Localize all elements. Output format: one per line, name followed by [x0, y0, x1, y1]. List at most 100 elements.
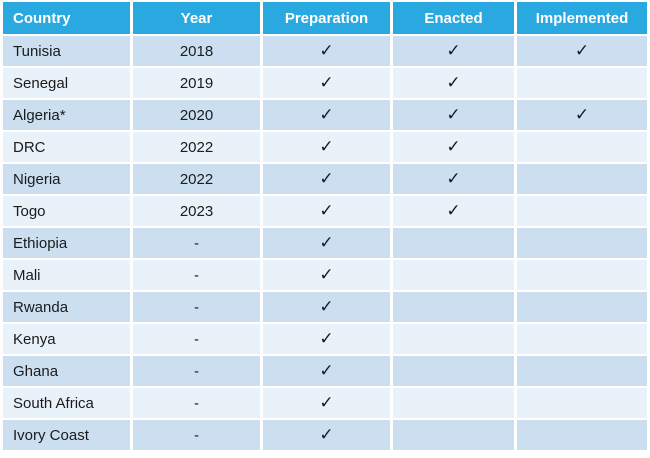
implemented-status-cell — [517, 132, 647, 162]
year-cell: - — [133, 388, 260, 418]
table-row-kenya: Kenya - ✓ — [3, 324, 647, 354]
preparation-status-cell: ✓ — [263, 388, 390, 418]
checkmark-icon: ✓ — [319, 329, 334, 348]
year-cell: 2022 — [133, 132, 260, 162]
checkmark-icon: ✓ — [574, 41, 590, 60]
country-cell: Ethiopia — [3, 228, 130, 258]
checkmark-icon: ✓ — [319, 41, 334, 60]
year-cell: - — [133, 420, 260, 450]
checkmark-icon: ✓ — [446, 137, 461, 156]
table-header: Country Year Preparation Enacted Implemented — [3, 2, 647, 34]
preparation-status-cell: ✓ — [263, 356, 390, 386]
table-row-togo: Togo 2023 ✓ ✓ — [3, 196, 647, 226]
year-cell: 2023 — [133, 196, 260, 226]
preparation-status-cell: ✓ — [263, 164, 390, 194]
column-header-preparation: Preparation — [263, 2, 390, 34]
table-row-drc: DRC 2022 ✓ ✓ — [3, 132, 647, 162]
year-cell: 2020 — [133, 100, 260, 130]
preparation-status-cell: ✓ — [263, 260, 390, 290]
table-row-rwanda: Rwanda - ✓ — [3, 292, 647, 322]
year-cell: - — [133, 228, 260, 258]
year-cell: 2022 — [133, 164, 260, 194]
column-header-implemented: Implemented — [517, 2, 647, 34]
implemented-status-cell: ✓ — [517, 36, 647, 66]
enacted-status-cell: ✓ — [393, 164, 514, 194]
country-cell: Ghana — [3, 356, 130, 386]
year-cell: - — [133, 356, 260, 386]
checkmark-icon: ✓ — [446, 105, 461, 124]
checkmark-icon: ✓ — [446, 73, 461, 92]
checkmark-icon: ✓ — [319, 233, 334, 252]
enacted-status-cell — [393, 292, 514, 322]
checkmark-icon: ✓ — [319, 425, 334, 444]
year-cell: - — [133, 324, 260, 354]
preparation-status-cell: ✓ — [263, 196, 390, 226]
header-row: Country Year Preparation Enacted Implemented — [3, 2, 647, 34]
table-row-nigeria: Nigeria 2022 ✓ ✓ — [3, 164, 647, 194]
table-body: Tunisia 2018 ✓ ✓ ✓ Senegal 2019 ✓ ✓ Algeria* 2020 ✓… — [3, 36, 647, 450]
checkmark-icon: ✓ — [446, 201, 461, 220]
checkmark-icon: ✓ — [319, 169, 334, 188]
country-cell: Nigeria — [3, 164, 130, 194]
checkmark-icon: ✓ — [319, 361, 334, 380]
enacted-status-cell: ✓ — [393, 100, 514, 130]
table-row-ivory-coast: Ivory Coast - ✓ — [3, 420, 647, 450]
checkmark-icon: ✓ — [574, 105, 590, 124]
implemented-status-cell — [517, 164, 647, 194]
preparation-status-cell: ✓ — [263, 100, 390, 130]
year-cell: - — [133, 292, 260, 322]
table-row-ghana: Ghana - ✓ — [3, 356, 647, 386]
checkmark-icon: ✓ — [319, 201, 334, 220]
preparation-status-cell: ✓ — [263, 68, 390, 98]
enacted-status-cell: ✓ — [393, 132, 514, 162]
enacted-status-cell — [393, 356, 514, 386]
checkmark-icon: ✓ — [319, 297, 334, 316]
implemented-status-cell — [517, 388, 647, 418]
enacted-status-cell — [393, 260, 514, 290]
table-row-mali: Mali - ✓ — [3, 260, 647, 290]
implemented-status-cell — [517, 196, 647, 226]
country-cell: Ivory Coast — [3, 420, 130, 450]
country-cell: South Africa — [3, 388, 130, 418]
checkmark-icon: ✓ — [319, 265, 334, 284]
country-cell: Kenya — [3, 324, 130, 354]
checkmark-icon: ✓ — [446, 41, 461, 60]
table-row-tunisia: Tunisia 2018 ✓ ✓ ✓ — [3, 36, 647, 66]
country-cell: Senegal — [3, 68, 130, 98]
preparation-status-cell: ✓ — [263, 132, 390, 162]
checkmark-icon: ✓ — [319, 73, 334, 92]
implemented-status-cell — [517, 420, 647, 450]
enacted-status-cell — [393, 388, 514, 418]
enacted-status-cell: ✓ — [393, 196, 514, 226]
country-cell: Tunisia — [3, 36, 130, 66]
preparation-status-cell: ✓ — [263, 420, 390, 450]
implemented-status-cell — [517, 292, 647, 322]
table-row-algeria: Algeria* 2020 ✓ ✓ ✓ — [3, 100, 647, 130]
table-row-ethiopia: Ethiopia - ✓ — [3, 228, 647, 258]
implemented-status-cell — [517, 228, 647, 258]
column-header-enacted: Enacted — [393, 2, 514, 34]
checkmark-icon: ✓ — [446, 169, 461, 188]
implemented-status-cell — [517, 356, 647, 386]
preparation-status-cell: ✓ — [263, 228, 390, 258]
column-header-country: Country — [3, 2, 130, 34]
implemented-status-cell — [517, 68, 647, 98]
table-row-south-africa: South Africa - ✓ — [3, 388, 647, 418]
enacted-status-cell — [393, 420, 514, 450]
country-cell: Mali — [3, 260, 130, 290]
preparation-status-cell: ✓ — [263, 324, 390, 354]
country-cell: DRC — [3, 132, 130, 162]
column-header-year: Year — [133, 2, 260, 34]
year-cell: 2019 — [133, 68, 260, 98]
enacted-status-cell: ✓ — [393, 68, 514, 98]
enacted-status-cell: ✓ — [393, 36, 514, 66]
preparation-status-cell: ✓ — [263, 36, 390, 66]
country-cell: Rwanda — [3, 292, 130, 322]
enacted-status-cell — [393, 228, 514, 258]
preparation-status-cell: ✓ — [263, 292, 390, 322]
implemented-status-cell — [517, 324, 647, 354]
checkmark-icon: ✓ — [319, 105, 334, 124]
enacted-status-cell — [393, 324, 514, 354]
checkmark-icon: ✓ — [319, 137, 334, 156]
